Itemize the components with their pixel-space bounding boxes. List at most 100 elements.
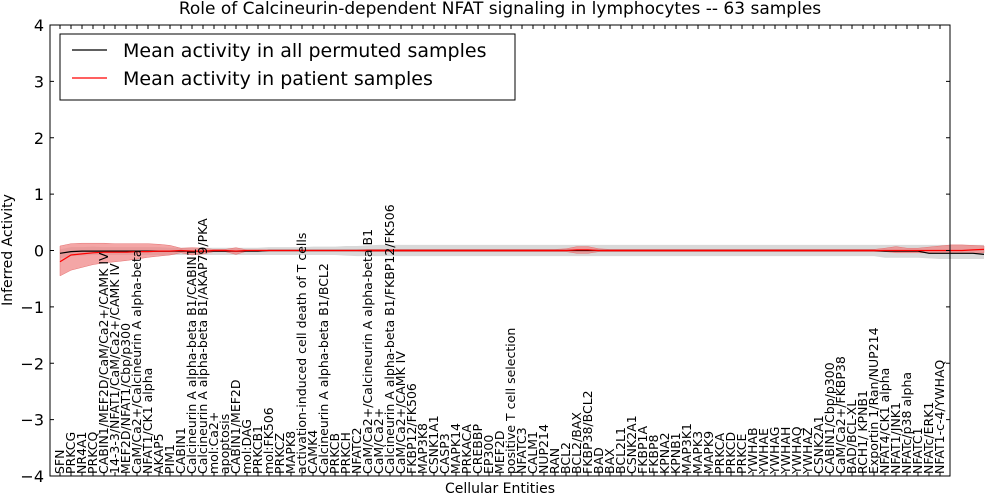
x-tick-label: Exportin 1/Ran/NUP214: [866, 327, 881, 474]
y-axis-label: Inferred Activity: [0, 194, 16, 306]
x-tick-label: NFAT1/CK1 alpha: [140, 368, 155, 474]
x-tick-label: FKBP12/FK506: [404, 383, 419, 474]
x-tick-label: AKAP5: [151, 433, 166, 474]
x-tick-label: BCL2/BAX: [569, 412, 584, 474]
x-tick-label: FKBP1A: [635, 426, 650, 474]
x-tick-label: 14-3-3/NFAT1/CaM/Ca2+/CAMK IV: [107, 263, 122, 474]
x-tick-label: positive T cell selection: [503, 328, 518, 474]
x-tick-label: PRKCD: [723, 432, 738, 474]
x-tick-label: PIM1: [162, 444, 177, 474]
x-tick-label: NFAT4/CK1 alpha: [877, 368, 892, 474]
x-tick-label: KPNA2: [657, 432, 672, 474]
x-tick-label: KPNB1: [668, 432, 683, 474]
x-tick-label: CABIN1/MEF2D: [228, 379, 243, 474]
x-tick-label: Calcineurin A alpha-beta B1/CABIN1: [184, 248, 199, 474]
x-tick-label: PRKCB1: [250, 425, 265, 474]
x-tick-label: CABIN1: [173, 427, 188, 474]
x-tick-label: CAMK4: [305, 430, 320, 474]
x-tick-label: CSNK2A1: [811, 415, 826, 474]
x-tick-label: PRKCB: [327, 433, 342, 474]
x-tick-label: CSNK2A1: [624, 415, 639, 474]
x-tick-label: CREBBP: [470, 424, 485, 474]
x-axis-label: Cellular Entities: [445, 481, 555, 497]
x-tick-label: NFATC3: [514, 427, 529, 474]
legend-label-patient: Mean activity in patient samples: [123, 68, 433, 90]
x-tick-label: CSNK1A1: [426, 415, 441, 474]
x-tick-label: Calcineurin A alpha-beta B1/FKBP12/FK506: [382, 204, 397, 474]
band-patient: [59, 242, 985, 277]
x-tick-label: NUP214: [536, 424, 551, 474]
x-tick-label: CASP3: [437, 433, 452, 474]
x-tick-label: MAPK8: [283, 431, 298, 474]
x-tick-label: YWHAQ: [789, 426, 804, 475]
chart-title: Role of Calcineurin-dependent NFAT signa…: [179, 0, 821, 19]
x-tick-label: CaM/Ca2+/CAMK IV: [393, 351, 408, 474]
x-tick-label: MAP3K1: [679, 423, 694, 474]
y-tick-label: 3: [34, 72, 44, 91]
x-tick-label: NR4A1: [74, 432, 89, 475]
confidence-bands: [59, 242, 985, 277]
x-tick-label: PRKCH: [338, 432, 353, 474]
x-tick-label: MEF2D/NFAT1/Cbp/p300: [118, 323, 133, 474]
x-tick-label: PRKCG: [63, 432, 78, 474]
x-tick-label: NFAT1/JNK1: [888, 402, 903, 474]
x-tick-label: CaM/Ca2+/FKBP38: [833, 356, 848, 474]
x-tick-label: MEF2D: [492, 431, 507, 474]
x-tick-label: NFATC1: [910, 427, 925, 474]
legend: Mean activity in all permuted samples Me…: [59, 33, 516, 101]
x-tick-label: CABIN1/Cbp/p300: [822, 362, 837, 474]
y-tick-label: −3: [20, 411, 44, 430]
x-tick-label: BCL2L1: [613, 427, 628, 474]
y-tick-label: 4: [34, 16, 44, 35]
x-tick-label: MAPK14: [448, 423, 463, 474]
x-tick-label: mol:DAG: [239, 419, 254, 474]
x-tick-label: MAPK3: [690, 431, 705, 474]
x-tick-label: CALM1: [525, 431, 540, 474]
y-tick-label: −2: [20, 354, 44, 373]
x-tick-label: NFATC2: [349, 427, 364, 474]
x-tick-label: CABIN1/MEF2D/CaM/Ca2+/CAMK IV: [96, 252, 111, 474]
x-tick-label: CaM/Ca2+: [371, 408, 386, 474]
x-tick-label: PRKCQ: [85, 432, 100, 474]
x-tick-label: RCH1/ KPNB1: [855, 390, 870, 474]
x-tick-label: NFATc/ERK1: [921, 402, 936, 474]
x-tick-label: mol:FK506: [261, 407, 276, 474]
x-tick-label: NFAT1-c-4/YWHAQ: [932, 360, 947, 474]
x-tick-label: BCL2: [558, 442, 573, 474]
x-tick-label: YWHAE: [756, 428, 771, 475]
x-tick-label: YWHAG: [767, 427, 782, 475]
x-tick-label: SFN: [52, 450, 67, 474]
x-tick-label: Calcineurin A alpha-beta B1/AKAP79/PKA: [195, 218, 210, 474]
y-tick-label: 2: [34, 129, 44, 148]
x-tick-label: PRKCZ: [272, 433, 287, 474]
x-tick-label: BAD/BCL-XL: [844, 400, 859, 474]
x-tick-label: FKBP38/BCL2: [580, 390, 595, 474]
x-tick-label: FKBP8: [646, 434, 661, 474]
y-tick-label: −4: [20, 467, 44, 486]
x-tick-label: apoptosis: [217, 414, 232, 474]
x-tick-label: RAN: [547, 448, 562, 474]
x-tick-label: activation-induced cell death of T cells: [294, 233, 309, 474]
x-tick-label: BAX: [602, 448, 617, 474]
x-tick-label: YWHAZ: [800, 427, 815, 475]
x-axis: SFNPRKCGNR4A1PRKCQCABIN1/MEF2D/CaM/Ca2+/…: [52, 25, 947, 476]
legend-box: [59, 33, 516, 101]
y-tick-label: −1: [20, 298, 44, 317]
x-tick-label: MAP3K8: [415, 423, 430, 474]
band-permuted: [60, 244, 984, 259]
x-tick-label: CaM/Ca2+/Calcineurin A alpha-beta B1: [360, 229, 375, 474]
x-tick-label: mol:Ca2+: [206, 412, 221, 474]
legend-label-permuted: Mean activity in all permuted samples: [123, 40, 486, 62]
series-lines: [59, 248, 985, 263]
y-axis: 4 3 2 1 0 −1 −2 −3 −4: [20, 16, 950, 486]
x-tick-label: YWHAH: [778, 427, 793, 475]
x-tick-label: BAD: [591, 447, 606, 474]
y-tick-label: 1: [34, 185, 44, 204]
x-tick-label: Calcineurin A alpha-beta B1/BCL2: [316, 263, 331, 474]
x-tick-label: EP300: [481, 435, 496, 474]
x-tick-label: MAPK9: [701, 431, 716, 474]
series-line-patient: [59, 248, 985, 263]
x-tick-label: CaM/Ca2+/Calcineurin A alpha-beta: [129, 249, 144, 474]
x-tick-label: NFATc/p38 alpha: [899, 372, 914, 474]
